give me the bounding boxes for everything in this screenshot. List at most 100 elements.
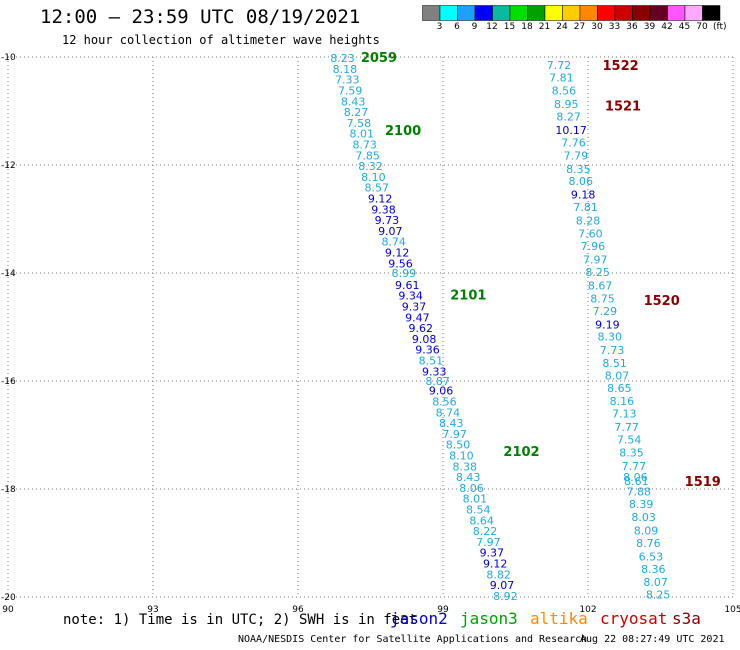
y-tick-label: -16 bbox=[1, 377, 16, 387]
wave-height-point: 8.75 bbox=[590, 292, 615, 305]
wave-height-point: 7.97 bbox=[476, 536, 501, 549]
wave-height-point: 8.92 bbox=[493, 590, 518, 603]
wave-height-point: 8.87 bbox=[425, 375, 450, 388]
legend-tick-label: 27 bbox=[573, 22, 586, 32]
wave-height-point: 9.61 bbox=[395, 279, 420, 292]
wave-height-point: 8.73 bbox=[352, 138, 377, 151]
legend-tick-label: 3 bbox=[436, 22, 443, 32]
wave-height-point: 7.60 bbox=[578, 228, 603, 241]
wave-height-point: 7.77 bbox=[622, 460, 647, 473]
x-tick-label: 90 bbox=[2, 605, 14, 615]
wave-height-point: 9.37 bbox=[402, 300, 427, 313]
footer-note: note: 1) Time is in UTC; 2) SWH is in fe… bbox=[63, 612, 418, 628]
wave-height-point: 9.36 bbox=[415, 344, 440, 357]
pass-time-label: 2101 bbox=[450, 289, 486, 304]
wave-height-point: 8.01 bbox=[463, 493, 488, 506]
wave-height-point: 8.27 bbox=[344, 106, 369, 119]
wave-height-point: 8.57 bbox=[365, 182, 390, 195]
wave-height-point: 9.34 bbox=[398, 290, 423, 303]
legend-tick-label: 9 bbox=[471, 22, 478, 32]
wave-height-point: 9.12 bbox=[368, 192, 393, 205]
wave-height-point: 9.62 bbox=[409, 322, 434, 335]
pass-time-label: 1519 bbox=[685, 475, 721, 490]
pass-time-label: 2102 bbox=[503, 445, 539, 460]
satellite-label-cryosat: cryosat bbox=[600, 609, 668, 628]
wave-height-point: 9.37 bbox=[480, 547, 505, 560]
wave-height-point: 7.77 bbox=[614, 421, 639, 434]
legend-tick-label: 21 bbox=[538, 22, 551, 32]
wave-height-point: 8.30 bbox=[598, 331, 623, 344]
wave-height-point: 7.58 bbox=[347, 117, 372, 130]
wave-height-point: 10.17 bbox=[555, 124, 587, 137]
wave-height-point: 8.95 bbox=[554, 98, 579, 111]
satellite-label-jason3: jason3 bbox=[460, 609, 518, 628]
legend-tick-label: 39 bbox=[643, 22, 656, 32]
wave-height-point: 9.06 bbox=[429, 385, 454, 398]
wave-height-point: 8.06 bbox=[459, 482, 484, 495]
wave-height-point: 8.35 bbox=[619, 446, 644, 459]
legend-tick-label: 18 bbox=[521, 22, 533, 32]
wave-height-point: 7.81 bbox=[573, 201, 598, 214]
wave-height-point: 8.64 bbox=[469, 514, 494, 527]
wave-height-point: 9.33 bbox=[422, 365, 447, 378]
pass-time-label: 1522 bbox=[603, 59, 639, 74]
wave-height-point: 7.29 bbox=[593, 305, 618, 318]
chart-subtitle: 12 hour collection of altimeter wave hei… bbox=[62, 33, 380, 47]
y-tick-label: -12 bbox=[1, 161, 16, 171]
wave-height-point: 8.32 bbox=[358, 160, 383, 173]
wave-height-point: 9.08 bbox=[412, 333, 437, 346]
wave-height-point: 7.59 bbox=[338, 84, 363, 97]
wave-height-point: 8.61 bbox=[624, 475, 649, 488]
x-tick-label: 105 bbox=[724, 605, 740, 615]
wave-height-point: 7.85 bbox=[355, 149, 380, 162]
legend-unit: (ft) bbox=[713, 22, 727, 32]
wave-height-point: 9.12 bbox=[483, 558, 508, 571]
wave-height-point: 8.25 bbox=[585, 266, 610, 279]
wave-height-point: 8.03 bbox=[631, 511, 656, 524]
wave-height-point: 8.10 bbox=[449, 450, 474, 463]
wave-height-point: 7.88 bbox=[627, 486, 652, 499]
wave-height-point: 8.99 bbox=[392, 267, 417, 280]
wave-height-point: 9.56 bbox=[388, 257, 413, 270]
wave-height-point: 7.79 bbox=[564, 149, 589, 162]
wave-height-point: 9.07 bbox=[490, 579, 515, 592]
wave-height-point: 7.97 bbox=[442, 428, 467, 441]
pass-time-label: 1521 bbox=[605, 100, 641, 115]
legend-color-swatch bbox=[702, 5, 721, 21]
wave-height-point: 8.06 bbox=[569, 175, 594, 188]
wave-height-point: 9.38 bbox=[371, 203, 396, 216]
wave-height-point: 7.73 bbox=[600, 344, 625, 357]
y-tick-label: -10 bbox=[1, 53, 16, 63]
wave-height-point: 8.22 bbox=[473, 525, 498, 538]
wave-height-point: 9.12 bbox=[385, 246, 410, 259]
x-tick-label: 96 bbox=[292, 605, 304, 615]
wave-height-point: 8.50 bbox=[446, 439, 471, 452]
wave-height-point: 8.65 bbox=[607, 382, 632, 395]
legend-tick-label: 6 bbox=[454, 22, 460, 32]
wave-height-point: 8.07 bbox=[605, 370, 630, 383]
wave-height-point: 7.81 bbox=[549, 72, 574, 85]
wave-height-point: 7.54 bbox=[617, 433, 642, 446]
legend-tick-label: 12 bbox=[486, 22, 498, 32]
legend-tick-label: 70 bbox=[696, 22, 708, 32]
wave-height-point: 9.07 bbox=[378, 225, 403, 238]
wave-height-point: 8.07 bbox=[643, 576, 668, 589]
wave-height-point: 8.38 bbox=[453, 460, 478, 473]
color-scale-legend bbox=[422, 5, 721, 21]
pass-time-label: 1520 bbox=[644, 294, 680, 309]
chart-title: 12:00 — 23:59 UTC 08/19/2021 bbox=[40, 6, 361, 28]
wave-height-point: 9.18 bbox=[571, 189, 596, 202]
satellite-label-altika: altika bbox=[530, 609, 588, 628]
y-tick-label: -18 bbox=[1, 485, 16, 495]
wave-height-point: 6.53 bbox=[639, 551, 664, 564]
wave-height-point: 8.39 bbox=[629, 498, 654, 511]
wave-height-point: 8.36 bbox=[641, 563, 666, 576]
wave-height-point: 8.54 bbox=[466, 504, 491, 517]
legend-tick-label: 15 bbox=[503, 22, 516, 32]
wave-height-point: 8.74 bbox=[381, 236, 406, 249]
wave-height-point: 8.01 bbox=[350, 128, 375, 141]
wave-height-point: 8.06 bbox=[623, 471, 648, 484]
wave-height-point: 8.43 bbox=[439, 417, 464, 430]
wave-height-point: 7.33 bbox=[335, 74, 360, 87]
wave-height-point: 8.76 bbox=[636, 537, 661, 550]
